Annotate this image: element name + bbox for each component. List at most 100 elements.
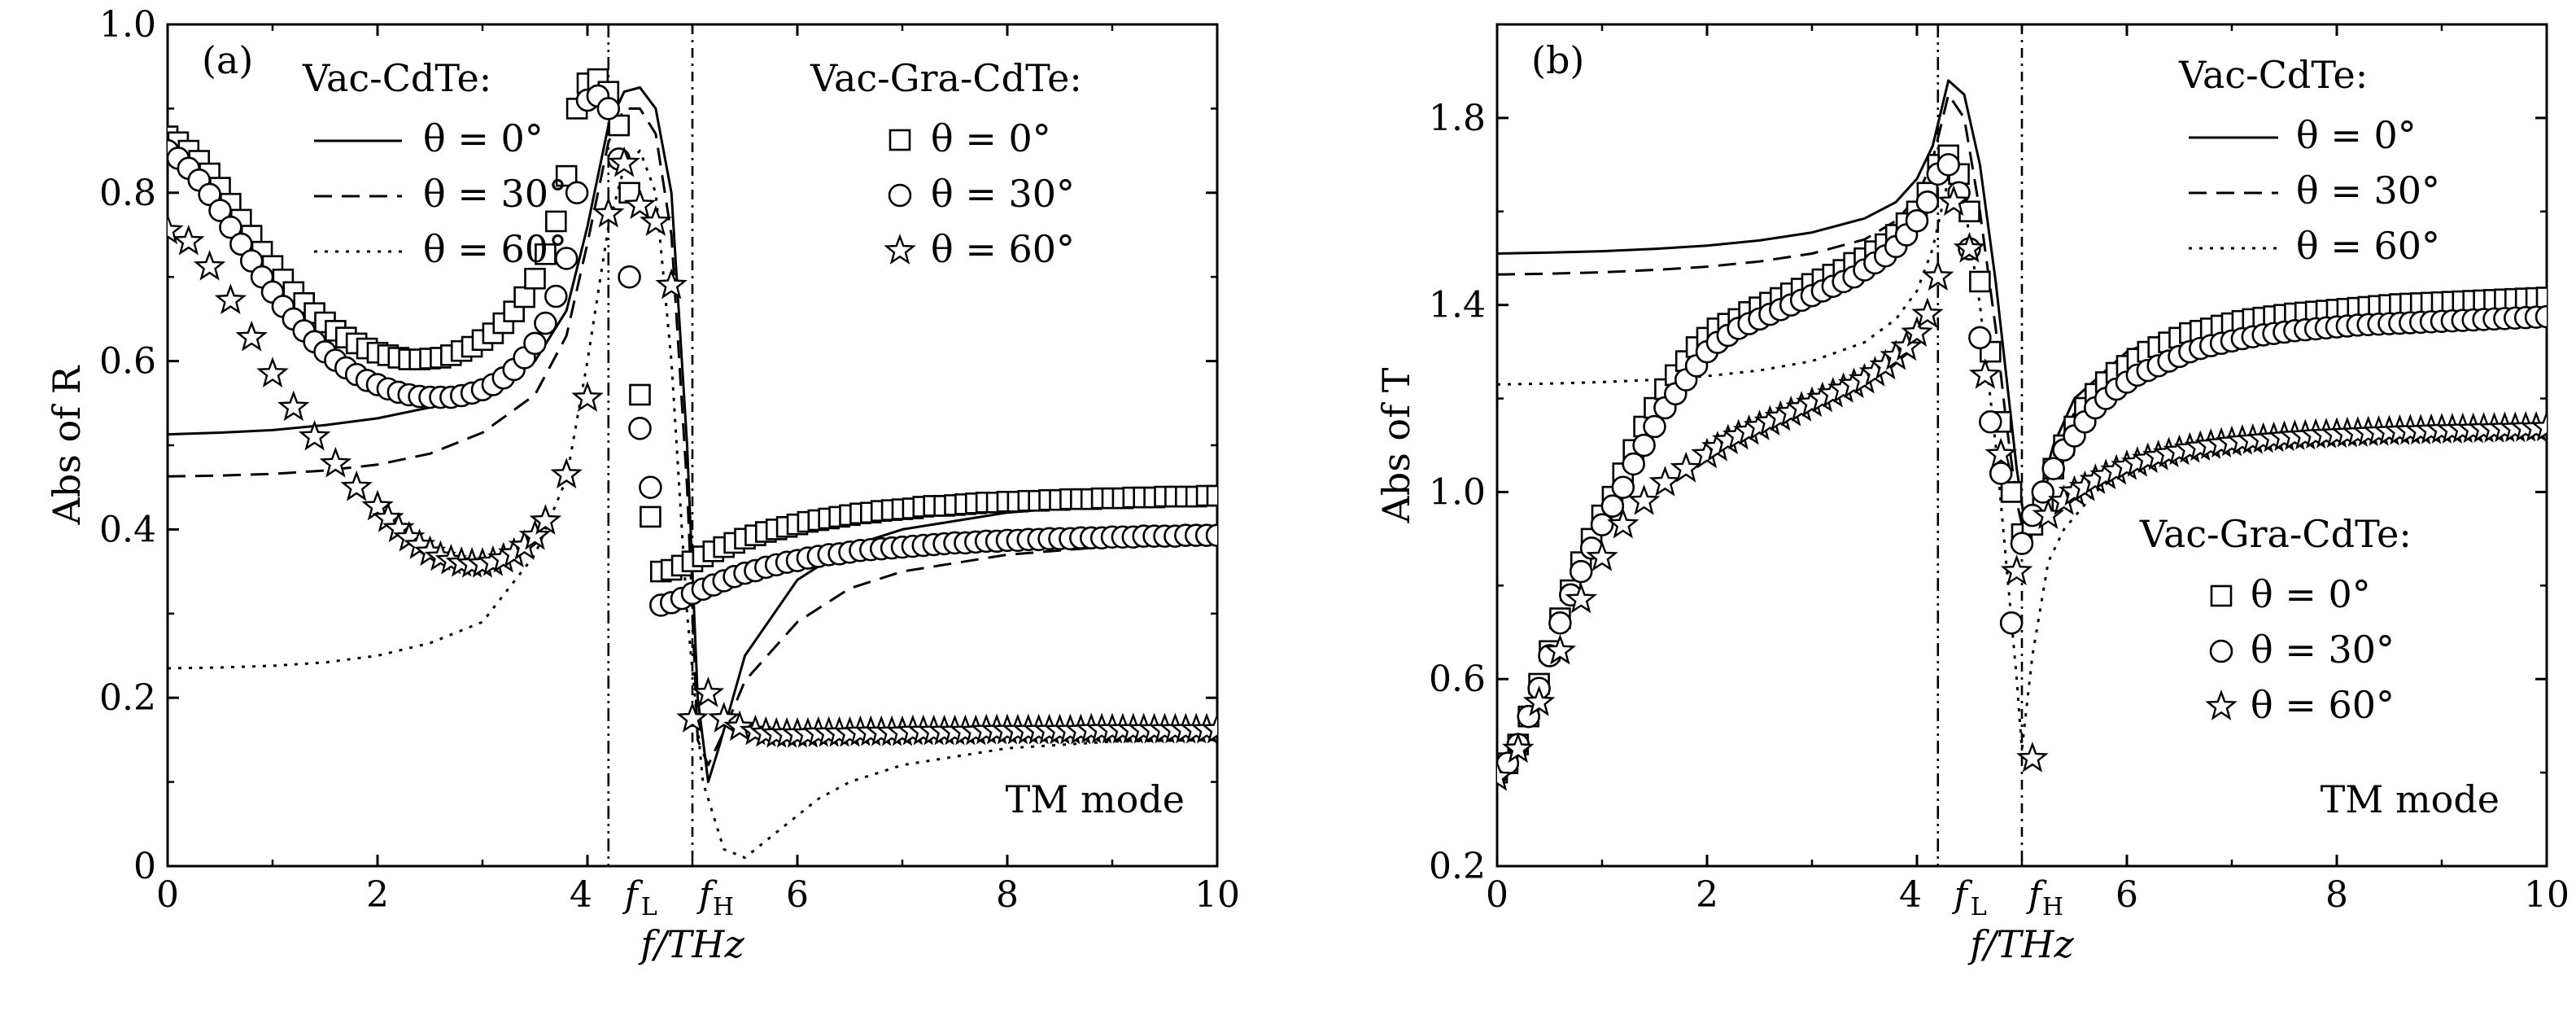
point-square [535, 243, 557, 265]
y-tick-label: 0.2 [1429, 846, 1486, 887]
x-tick-label: 0 [1486, 874, 1508, 916]
x-tick-label: 4 [570, 874, 592, 916]
point-star [1201, 712, 1217, 744]
marker-sub-H: H [2042, 893, 2063, 921]
point-star [707, 702, 740, 733]
point-star [608, 146, 640, 177]
point-star [1648, 466, 1682, 497]
point-star [1543, 633, 1577, 665]
legend-label: θ = 30° [2251, 628, 2395, 672]
y-axis-label: Abs of T [1374, 367, 1418, 523]
point-circle [1205, 523, 1217, 547]
point-square [2535, 287, 2547, 309]
x-tick-label: 8 [2325, 874, 2348, 916]
point-circle [596, 97, 621, 120]
point-circle [554, 247, 579, 270]
point-circle [534, 311, 557, 335]
legend-label: θ = 60° [2296, 224, 2440, 268]
point-star [1497, 760, 1513, 791]
marker-sub-H: H [713, 893, 734, 921]
point-circle [544, 284, 568, 309]
point-circle [1600, 494, 1625, 518]
legend-marker-circle [888, 183, 912, 208]
legend-marker-square [889, 129, 911, 151]
point-star [1911, 297, 1944, 328]
point-star [277, 390, 310, 422]
point-star [193, 249, 226, 281]
x-tick-label: 2 [1696, 874, 1718, 916]
point-star [623, 188, 657, 220]
point-circle [639, 475, 662, 499]
data-layer [1497, 79, 2547, 791]
point-square [1969, 270, 1991, 293]
point-square [2000, 481, 2023, 503]
point-star [2530, 410, 2547, 441]
y-tick-label: 0.6 [99, 341, 156, 383]
legend-label: θ = 60° [2251, 683, 2395, 727]
point-star [1522, 685, 1556, 716]
panel-label: (a) [202, 38, 253, 82]
legend-left-title: Vac-CdTe: [2178, 53, 2368, 97]
x-axis-label: f/THz [638, 922, 744, 966]
point-circle [1905, 209, 1929, 233]
point-star [1890, 330, 1923, 361]
point-circle [208, 199, 232, 222]
point-star [172, 224, 205, 256]
point-circle [618, 265, 641, 289]
point-circle [1632, 433, 1656, 457]
x-tick-label: 4 [1899, 874, 1922, 916]
x-tick-label: 0 [156, 874, 179, 916]
point-circle [239, 249, 264, 273]
point-circle [628, 417, 652, 440]
point-square [544, 210, 567, 233]
point-circle [1611, 475, 1635, 499]
legend-marker-circle [2209, 639, 2233, 663]
point-star [676, 702, 709, 733]
point-square [513, 286, 535, 309]
point-star [1627, 484, 1661, 515]
point-star [2000, 554, 2033, 585]
y-tick-label: 1.0 [99, 4, 156, 46]
point-circle [1989, 462, 2013, 485]
point-star [518, 519, 552, 550]
point-star [1969, 357, 2002, 389]
point-circle [1643, 414, 1666, 439]
point-star [1901, 316, 1933, 347]
point-circle [2031, 480, 2055, 504]
point-star [298, 419, 331, 451]
y-tick-label: 0 [133, 846, 156, 887]
point-circle [1968, 326, 1992, 350]
legend-right-title: Vac-Gra-CdTe: [2139, 512, 2412, 556]
legend-marker-star [2205, 689, 2238, 720]
legend-label: θ = 30° [423, 172, 567, 216]
point-star [2016, 742, 2049, 772]
point-circle [523, 331, 547, 356]
point-square [640, 505, 661, 528]
point-star [640, 205, 672, 236]
point-star [571, 381, 604, 412]
point-circle [1548, 611, 1572, 635]
x-tick-label: 6 [2115, 874, 2138, 916]
legend-label: θ = 0° [931, 116, 1051, 160]
legend-label: θ = 0° [2296, 113, 2417, 157]
panel-label: (b) [1531, 38, 1584, 82]
legend-marker-star [884, 234, 916, 265]
point-star [692, 676, 725, 707]
y-tick-label: 0.6 [1429, 659, 1486, 700]
point-star [1565, 582, 1597, 614]
point-star [256, 357, 289, 387]
point-star [1937, 185, 1970, 217]
point-circle [2010, 532, 2034, 555]
y-tick-label: 0.4 [99, 509, 156, 550]
point-circle [1999, 611, 2024, 635]
legend-right-title: Vac-Gra-CdTe: [810, 56, 1082, 100]
point-star [1670, 451, 1702, 483]
point-star [550, 457, 583, 489]
legend-left-title: Vac-CdTe: [302, 56, 491, 100]
point-star [723, 710, 756, 742]
y-tick-label: 0.8 [99, 173, 156, 214]
legend-label: θ = 30° [2296, 168, 2440, 212]
point-star [655, 268, 688, 300]
series-line-dashed [168, 107, 1217, 767]
